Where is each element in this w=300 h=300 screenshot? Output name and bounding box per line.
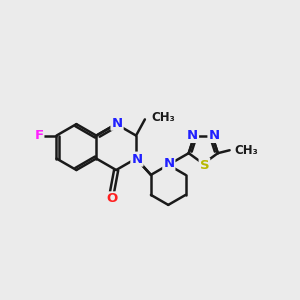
Text: N: N [112, 117, 123, 130]
Text: N: N [131, 153, 142, 166]
Text: N: N [208, 129, 220, 142]
Text: N: N [187, 129, 198, 142]
Text: S: S [200, 159, 209, 172]
Text: F: F [34, 129, 44, 142]
Text: CH₃: CH₃ [234, 144, 258, 157]
Text: CH₃: CH₃ [152, 110, 175, 124]
Text: O: O [106, 192, 117, 206]
Text: N: N [163, 157, 174, 170]
